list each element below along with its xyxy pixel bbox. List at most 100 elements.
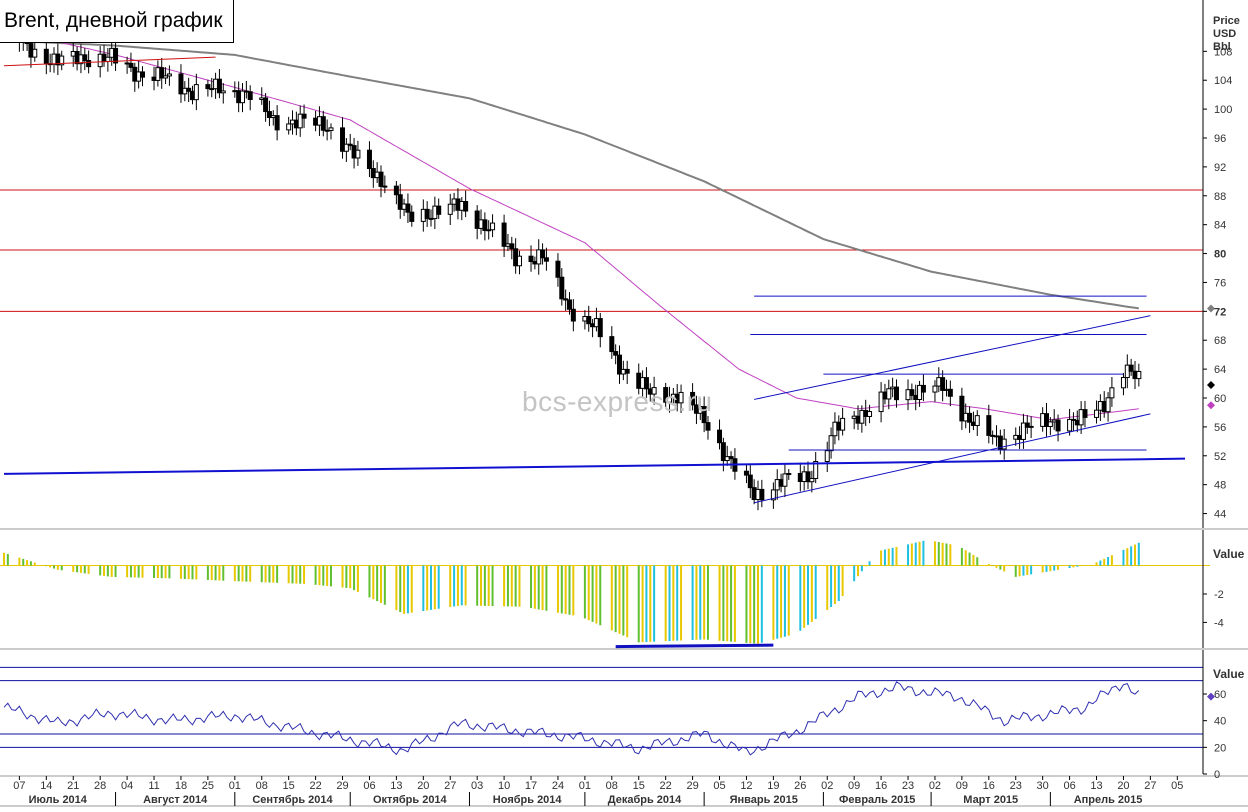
candle-body-19 [105, 56, 111, 62]
candle-body-135 [728, 456, 734, 460]
price-tick-label-13: 56 [1214, 422, 1226, 434]
price-axis-label-1: USD [1213, 28, 1236, 40]
candle-body-202 [1094, 409, 1100, 418]
candle-body-145 [782, 473, 788, 487]
candle-body-67 [366, 149, 372, 170]
date-tick-label-16: 27 [444, 780, 456, 792]
candle-body-166 [893, 386, 899, 401]
candle-body-97 [528, 255, 534, 263]
date-tick-label-14: 13 [390, 780, 402, 792]
price-axis-label-2: Bbl [1213, 41, 1231, 53]
candle-body-153 [828, 435, 834, 452]
candle-body-48 [263, 97, 269, 113]
candle-body-177 [959, 395, 965, 422]
candle-body-26 [139, 71, 145, 78]
candle-body-111 [597, 318, 603, 338]
candle-body-207 [1120, 377, 1126, 389]
candle-body-179 [967, 412, 973, 423]
candle-body-61 [328, 127, 334, 131]
price-tick-label-5: 88 [1214, 191, 1226, 203]
chart-title: Brent, дневной график [0, 0, 234, 43]
date-tick-label-26: 05 [713, 780, 725, 792]
candle-body-36 [193, 84, 199, 101]
price-tick-label-10: 68 [1214, 335, 1226, 347]
date-tick-label-31: 09 [848, 780, 860, 792]
candle-body-123 [667, 397, 673, 403]
date-tick-label-35: 09 [956, 780, 968, 792]
rsi-tick-label-0: 60 [1214, 689, 1226, 701]
candle-body-131 [705, 422, 711, 431]
candle-body-32 [178, 73, 184, 95]
candle-body-194 [1047, 421, 1053, 427]
date-tick-label-23: 15 [633, 780, 645, 792]
candle-body-90 [486, 229, 492, 232]
candle-body-30 [163, 75, 169, 79]
date-tick-label-4: 04 [121, 780, 133, 792]
trend-line-0 [3, 56, 216, 67]
date-tick-label-20: 24 [552, 780, 564, 792]
price-tick-label-15: 48 [1214, 480, 1226, 492]
candle-body-64 [347, 143, 353, 147]
price-tick-label-6: 84 [1214, 220, 1226, 232]
month-label-1: Август 2014 [143, 794, 208, 806]
candle-body-122 [663, 387, 669, 403]
candle-body-55 [297, 113, 303, 129]
date-tick-label-41: 20 [1117, 780, 1129, 792]
candle-body-104 [563, 298, 569, 301]
date-tick-label-8: 01 [229, 780, 241, 792]
macd-axis-label: Value [1213, 547, 1245, 561]
date-tick-label-25: 29 [686, 780, 698, 792]
date-tick-label-2: 21 [67, 780, 79, 792]
candle-body-44 [240, 90, 246, 104]
price-tick-label-1: 104 [1214, 75, 1232, 87]
macd-support-line [615, 643, 774, 649]
candle-body-151 [813, 460, 819, 479]
candle-body-59 [320, 116, 326, 131]
candle-body-49 [266, 111, 272, 119]
date-tick-label-29: 26 [794, 780, 806, 792]
candle-body-92 [501, 222, 507, 247]
candle-body-161 [867, 411, 873, 417]
month-label-7: Февраль 2015 [839, 794, 915, 806]
date-tick-label-36: 16 [983, 780, 995, 792]
candle-body-201 [1082, 409, 1088, 418]
moving-average-fast [3, 29, 1139, 421]
candle-body-41 [220, 90, 226, 94]
last-ma-fast-marker [1207, 401, 1215, 410]
rsi-last-marker [1207, 692, 1215, 701]
date-tick-label-32: 16 [875, 780, 887, 792]
date-tick-label-43: 05 [1171, 780, 1183, 792]
candle-body-103 [559, 276, 565, 300]
candle-body-116 [624, 368, 630, 374]
price-axis-label-0: Price [1213, 15, 1240, 27]
candle-body-6 [32, 48, 38, 58]
date-tick-label-15: 20 [417, 780, 429, 792]
trend-line-6 [754, 413, 1151, 504]
month-label-5: Декабрь 2014 [608, 794, 682, 806]
candle-body-63 [343, 143, 349, 152]
candle-body-70 [378, 171, 384, 187]
candle-body-190 [1024, 422, 1030, 428]
candle-body-56 [301, 113, 307, 119]
date-tick-label-0: 07 [13, 780, 25, 792]
date-tick-label-27: 12 [740, 780, 752, 792]
month-label-9: Апрель 2015 [1074, 794, 1143, 806]
candle-body-205 [1105, 397, 1111, 413]
rsi-tick-label-1: 40 [1214, 716, 1226, 728]
date-tick-label-9: 08 [256, 780, 268, 792]
candle-body-73 [397, 194, 403, 210]
candle-body-62 [340, 127, 346, 152]
date-tick-label-6: 18 [175, 780, 187, 792]
price-tick-label-7: 80 [1214, 249, 1226, 261]
price-tick-label-16: 44 [1214, 509, 1226, 521]
candle-body-206 [1109, 387, 1115, 399]
candle-body-209 [1128, 364, 1134, 372]
candle-body-72 [393, 185, 399, 196]
price-tick-label-12: 60 [1214, 393, 1226, 405]
candle-body-21 [113, 47, 119, 64]
candle-body-191 [1028, 425, 1034, 428]
date-tick-label-24: 22 [660, 780, 672, 792]
date-tick-label-13: 06 [363, 780, 375, 792]
candle-body-141 [759, 488, 765, 501]
